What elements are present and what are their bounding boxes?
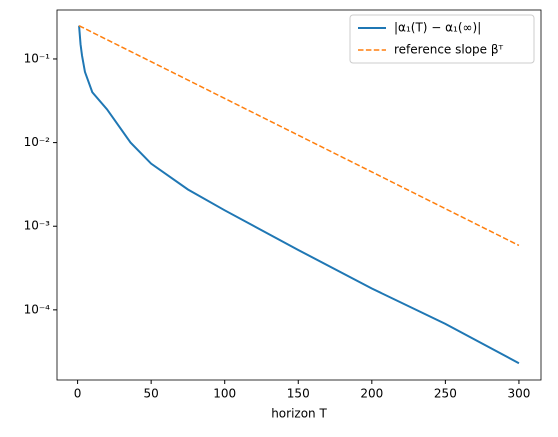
x-tick-label: 200 — [360, 387, 383, 401]
y-tick-label: 10⁻³ — [24, 219, 51, 233]
x-tick-label: 0 — [74, 387, 82, 401]
legend-label: reference slope βᵀ — [394, 43, 504, 57]
x-tick-label: 300 — [507, 387, 530, 401]
x-tick-label: 150 — [287, 387, 310, 401]
plot-frame — [56, 9, 542, 381]
line-series — [78, 25, 520, 365]
y-tick-label: 10⁻¹ — [24, 51, 51, 65]
line-series — [78, 25, 520, 247]
x-tick-label: 50 — [144, 387, 159, 401]
legend-box — [349, 14, 535, 64]
y-tick-label: 10⁻⁴ — [24, 302, 51, 316]
x-tick-label: 100 — [213, 387, 236, 401]
x-axis-label: horizon T — [271, 407, 327, 421]
legend-label: |α₁(T) − α₁(∞)| — [394, 21, 481, 35]
y-tick-label: 10⁻² — [24, 135, 51, 149]
x-tick-label: 250 — [434, 387, 457, 401]
